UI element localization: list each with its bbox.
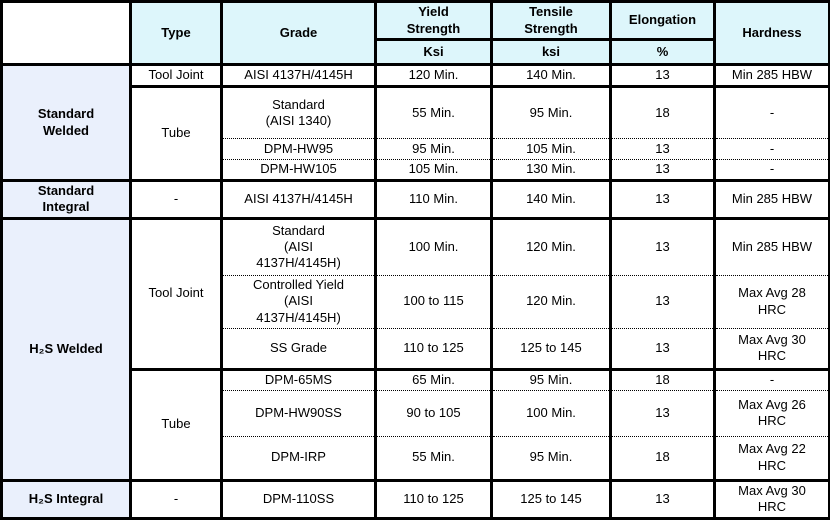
grade-cell: SS Grade: [220, 327, 377, 369]
tensile-cell: 95 Min.: [490, 85, 612, 139]
group-cell-standard-welded: Standard Welded: [0, 63, 132, 181]
hardness-cell: -: [713, 159, 830, 181]
grade-cell: Controlled Yield (AISI 4137H/4145H): [220, 274, 377, 328]
unit-yield-ksi: Ksi: [374, 38, 493, 65]
type-cell: -: [129, 179, 223, 218]
elongation-cell: 13: [609, 327, 716, 369]
tensile-cell: 140 Min.: [490, 179, 612, 218]
table-row: H₂S Integral - DPM-110SS 110 to 125 125 …: [0, 478, 830, 520]
yield-cell: 55 Min.: [374, 85, 493, 139]
hardness-cell: Min 285 HBW: [713, 179, 830, 218]
elongation-cell: 13: [609, 478, 716, 520]
grade-cell: AISI 4137H/4145H: [220, 179, 377, 218]
table-row: DPM-HW95 95 Min. 105 Min. 13 -: [2, 138, 830, 160]
type-cell: Tool Joint: [129, 216, 223, 369]
yield-cell: 90 to 105: [374, 389, 493, 436]
elongation-cell: 18: [609, 85, 716, 139]
elongation-cell: 13: [609, 159, 716, 181]
grade-cell: DPM-HW95: [220, 138, 377, 160]
grade-cell: DPM-HW105: [220, 159, 377, 181]
elongation-cell: 13: [609, 63, 716, 87]
unit-tensile-ksi: ksi: [490, 38, 612, 65]
yield-cell: 55 Min.: [374, 435, 493, 480]
group-cell-standard-integral: Standard Integral: [0, 179, 132, 218]
col-header-elongation: Elongation: [609, 0, 716, 40]
header-row-units: Ksi ksi %: [2, 38, 830, 65]
table-row: Tube DPM-65MS 65 Min. 95 Min. 18 -: [2, 367, 830, 480]
grade-cell: DPM-110SS: [220, 478, 377, 520]
grade-cell: DPM-IRP: [220, 435, 377, 480]
yield-cell: 65 Min.: [374, 367, 493, 390]
tensile-cell: 105 Min.: [490, 138, 612, 160]
yield-cell: 105 Min.: [374, 159, 493, 181]
tensile-cell: 140 Min.: [490, 63, 612, 87]
col-header-hardness: Hardness: [713, 0, 830, 65]
yield-cell: 110 to 125: [374, 478, 493, 520]
group-cell-h2s-integral: H₂S Integral: [0, 478, 132, 520]
type-cell: Tool Joint: [129, 63, 223, 87]
table-row: DPM-HW105 105 Min. 130 Min. 13 -: [2, 159, 830, 181]
grade-cell: Standard (AISI 1340): [220, 85, 377, 139]
hardness-cell: Max Avg 30 HRC: [713, 327, 830, 369]
header-row-1: Type Grade Yield Strength Tensile Streng…: [0, 0, 830, 65]
col-header-tensile-strength: Tensile Strength: [490, 0, 612, 40]
hardness-cell: -: [713, 367, 830, 390]
unit-elongation-percent: %: [609, 38, 716, 65]
hardness-cell: Max Avg 22 HRC: [713, 435, 830, 480]
hardness-cell: -: [713, 85, 830, 139]
grade-cell: DPM-HW90SS: [220, 389, 377, 436]
grade-cell: DPM-65MS: [220, 367, 377, 390]
table-row: DPM-HW90SS 90 to 105 100 Min. 13 Max Avg…: [2, 389, 830, 436]
hardness-cell: Max Avg 28 HRC: [713, 274, 830, 328]
elongation-cell: 18: [609, 367, 716, 390]
col-header-yield-strength: Yield Strength: [374, 0, 493, 40]
tensile-cell: 95 Min.: [490, 367, 612, 390]
elongation-cell: 18: [609, 435, 716, 480]
yield-cell: 110 Min.: [374, 179, 493, 218]
yield-cell: 100 to 115: [374, 274, 493, 328]
hardness-cell: Max Avg 30 HRC: [713, 478, 830, 520]
yield-cell: 95 Min.: [374, 138, 493, 160]
elongation-cell: 13: [609, 216, 716, 275]
grade-cell: Standard (AISI 4137H/4145H): [220, 216, 377, 275]
elongation-cell: 13: [609, 274, 716, 328]
tensile-cell: 130 Min.: [490, 159, 612, 181]
table-row: DPM-IRP 55 Min. 95 Min. 18 Max Avg 22 HR…: [2, 435, 830, 480]
tensile-cell: 100 Min.: [490, 389, 612, 436]
tensile-cell: 125 to 145: [490, 478, 612, 520]
table-row: Standard Welded Tool Joint AISI 4137H/41…: [0, 63, 830, 181]
type-cell: Tube: [129, 85, 223, 181]
table-row: Standard Integral - AISI 4137H/4145H 110…: [0, 179, 830, 218]
elongation-cell: 13: [609, 138, 716, 160]
tensile-cell: 120 Min.: [490, 216, 612, 275]
type-cell: -: [129, 478, 223, 520]
elongation-cell: 13: [609, 179, 716, 218]
corner-cell: [0, 0, 132, 65]
group-cell-h2s-welded: H₂S Welded: [0, 216, 132, 480]
type-cell: Tube: [129, 367, 223, 480]
grade-cell: AISI 4137H/4145H: [220, 63, 377, 87]
tensile-cell: 125 to 145: [490, 327, 612, 369]
table-row: SS Grade 110 to 125 125 to 145 13 Max Av…: [2, 327, 830, 369]
yield-cell: 100 Min.: [374, 216, 493, 275]
hardness-cell: Min 285 HBW: [713, 216, 830, 275]
hardness-cell: Min 285 HBW: [713, 63, 830, 87]
hardness-cell: Max Avg 26 HRC: [713, 389, 830, 436]
hardness-cell: -: [713, 138, 830, 160]
col-header-type: Type: [129, 0, 223, 65]
table-row: Tube Standard (AISI 1340) 55 Min. 95 Min…: [2, 85, 830, 181]
table-row: H₂S Welded Tool Joint Standard (AISI 413…: [0, 216, 830, 480]
col-header-grade: Grade: [220, 0, 377, 65]
table-row: Controlled Yield (AISI 4137H/4145H) 100 …: [2, 274, 830, 328]
tensile-cell: 120 Min.: [490, 274, 612, 328]
elongation-cell: 13: [609, 389, 716, 436]
yield-cell: 110 to 125: [374, 327, 493, 369]
yield-cell: 120 Min.: [374, 63, 493, 87]
tensile-cell: 95 Min.: [490, 435, 612, 480]
